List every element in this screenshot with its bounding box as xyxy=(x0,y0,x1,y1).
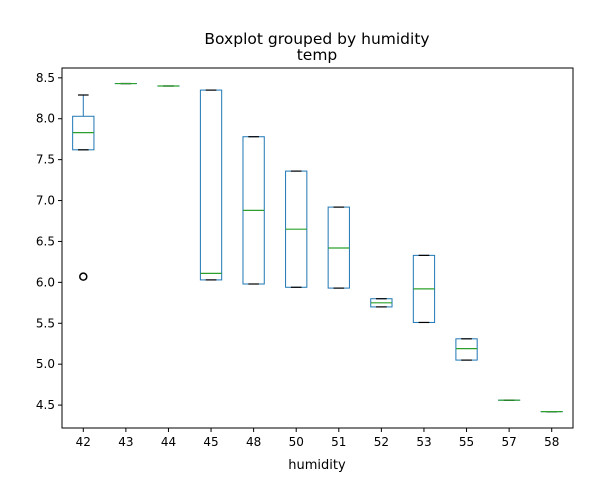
y-tick-label: 5.0 xyxy=(36,357,55,371)
y-tick-label: 8.5 xyxy=(36,71,55,85)
plot-area: 4.5 5.0 5.5 6.0 6.5 7.0 7.5 8.0 8.5 42 43 44 45 48 50 5… xyxy=(36,71,563,449)
x-tick-label: 58 xyxy=(544,435,559,449)
x-tick-label: 55 xyxy=(459,435,474,449)
y-tick-label: 5.5 xyxy=(36,316,55,330)
x-tick-label: 53 xyxy=(416,435,431,449)
x-tick-label: 50 xyxy=(289,435,304,449)
flier-point xyxy=(79,272,88,281)
y-tick-label: 8.0 xyxy=(36,112,55,126)
y-tick-label: 7.0 xyxy=(36,194,55,208)
x-tick-label: 43 xyxy=(118,435,133,449)
chart-title: temp xyxy=(297,46,338,64)
y-tick-label: 7.5 xyxy=(36,153,55,167)
x-axis-label: humidity xyxy=(288,458,346,473)
axes-frame xyxy=(61,67,574,429)
y-tick-label: 4.5 xyxy=(36,398,55,412)
y-tick-label: 6.0 xyxy=(36,275,55,289)
chart-suptitle: Boxplot grouped by humidity xyxy=(204,30,429,48)
x-tick-label: 51 xyxy=(331,435,346,449)
x-tick-label: 48 xyxy=(246,435,261,449)
y-tick-label: 6.5 xyxy=(36,234,55,248)
x-tick-label: 42 xyxy=(76,435,91,449)
x-tick-label: 45 xyxy=(203,435,218,449)
x-tick-label: 44 xyxy=(161,435,176,449)
x-tick-label: 52 xyxy=(374,435,389,449)
x-tick-label: 57 xyxy=(501,435,516,449)
